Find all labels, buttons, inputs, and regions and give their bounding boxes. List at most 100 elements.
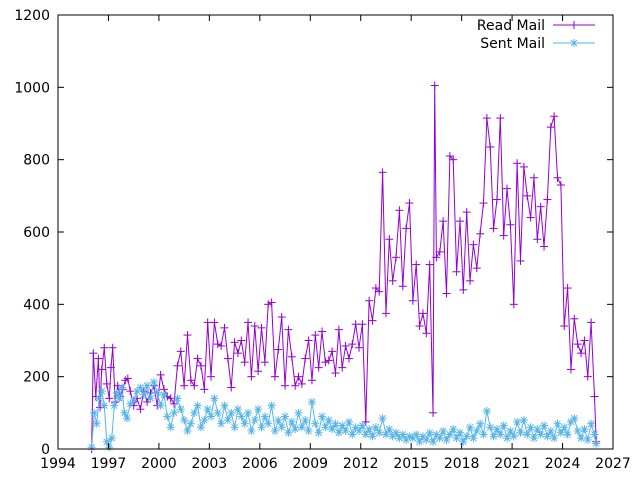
data-point — [257, 423, 266, 432]
x-tick-label: 2000 — [141, 456, 177, 472]
data-point — [264, 419, 273, 428]
data-point — [587, 318, 596, 327]
data-point — [311, 331, 320, 340]
data-point — [180, 381, 189, 390]
data-point — [328, 347, 337, 356]
data-point — [492, 425, 501, 434]
data-point — [331, 369, 340, 378]
data-point — [163, 412, 172, 421]
data-point — [338, 421, 347, 430]
data-point — [94, 354, 103, 363]
data-point — [429, 437, 438, 446]
data-point — [439, 426, 448, 435]
data-point — [173, 394, 182, 403]
data-point — [526, 213, 535, 222]
data-point — [297, 423, 306, 432]
data-point — [560, 423, 569, 432]
data-point — [284, 325, 293, 334]
x-tick-label: 2027 — [595, 456, 631, 472]
data-point — [267, 401, 276, 410]
data-point — [105, 443, 114, 452]
data-point — [368, 432, 377, 441]
data-point — [573, 426, 582, 435]
data-point — [583, 372, 592, 381]
data-point — [430, 81, 439, 90]
data-point — [570, 414, 579, 423]
x-tick-label: 2012 — [343, 456, 379, 472]
data-point — [207, 412, 216, 421]
data-point — [95, 394, 104, 403]
data-point — [321, 358, 330, 367]
y-tick-label: 1200 — [14, 8, 50, 24]
legend-marker — [570, 21, 578, 29]
data-point — [529, 173, 538, 182]
data-point — [90, 408, 99, 417]
data-point — [577, 349, 586, 358]
data-point — [190, 408, 199, 417]
data-point — [368, 316, 377, 325]
data-point — [193, 354, 202, 363]
data-point — [294, 408, 303, 417]
data-point — [563, 284, 572, 293]
data-point — [223, 416, 232, 425]
data-point — [519, 416, 528, 425]
data-point — [499, 231, 508, 240]
data-point — [449, 155, 458, 164]
data-point — [338, 363, 347, 372]
data-point — [220, 401, 229, 410]
data-point — [405, 199, 414, 208]
data-point — [455, 217, 464, 226]
data-point — [294, 372, 303, 381]
data-point — [513, 417, 522, 426]
data-point — [287, 352, 296, 361]
data-point — [519, 162, 528, 171]
legend-marker — [570, 39, 578, 47]
data-point — [469, 240, 478, 249]
data-point — [240, 358, 249, 367]
data-point — [452, 434, 461, 443]
data-point — [587, 419, 596, 428]
data-point — [355, 426, 364, 435]
data-point — [381, 430, 390, 439]
data-point — [233, 349, 242, 358]
data-point — [566, 365, 575, 374]
data-point — [196, 361, 205, 370]
data-point — [264, 300, 273, 309]
data-point — [425, 428, 434, 437]
y-tick-label: 200 — [23, 370, 50, 386]
data-point — [196, 423, 205, 432]
data-point — [307, 376, 316, 385]
data-point — [247, 372, 256, 381]
data-point — [546, 426, 555, 435]
data-point — [106, 363, 115, 372]
data-point — [314, 363, 323, 372]
data-point — [546, 123, 555, 132]
data-point — [227, 383, 236, 392]
data-point — [203, 405, 212, 414]
data-point — [297, 379, 306, 388]
data-point — [89, 349, 98, 358]
data-point — [307, 397, 316, 406]
data-point — [469, 434, 478, 443]
data-point — [381, 309, 390, 318]
data-point — [328, 425, 337, 434]
data-point — [415, 437, 424, 446]
data-point — [452, 267, 461, 276]
data-point — [143, 397, 152, 406]
y-tick-label: 1000 — [14, 80, 50, 96]
data-point — [143, 381, 152, 390]
data-point — [176, 347, 185, 356]
data-point — [388, 276, 397, 285]
data-point — [476, 419, 485, 428]
data-point — [482, 114, 491, 123]
data-point — [402, 224, 411, 233]
data-point — [200, 416, 209, 425]
data-point — [489, 432, 498, 441]
x-tick-label: 2003 — [192, 456, 228, 472]
data-point — [466, 423, 475, 432]
data-point — [422, 329, 431, 338]
data-point — [566, 417, 575, 426]
data-point — [301, 416, 310, 425]
data-point — [237, 336, 246, 345]
